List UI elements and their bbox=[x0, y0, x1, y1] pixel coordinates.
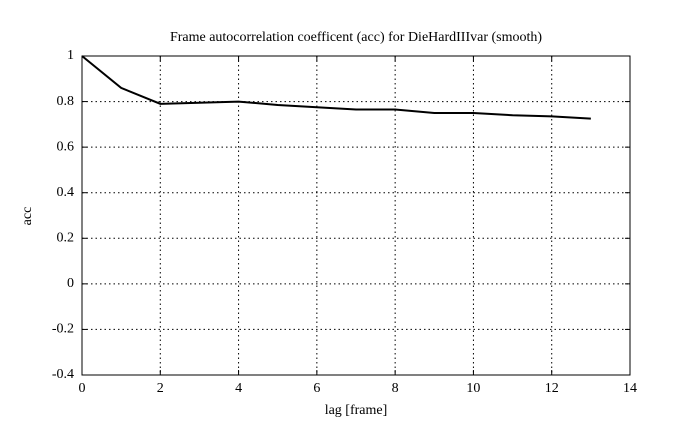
chart-title: Frame autocorrelation coefficent (acc) f… bbox=[170, 30, 542, 45]
y-tick-label: 0.4 bbox=[57, 185, 75, 200]
x-tick-label: 8 bbox=[392, 381, 399, 396]
x-tick-label: 6 bbox=[313, 381, 320, 396]
y-tick-label: -0.2 bbox=[52, 322, 74, 337]
y-tick-label: -0.4 bbox=[52, 367, 74, 382]
y-tick-label: 0.8 bbox=[57, 94, 75, 109]
x-tick-label: 12 bbox=[545, 381, 559, 396]
y-tick-label: 1 bbox=[67, 48, 74, 63]
y-tick-label: 0.6 bbox=[57, 139, 75, 154]
x-tick-label: 0 bbox=[79, 381, 86, 396]
y-tick-label: 0.2 bbox=[57, 231, 75, 246]
plot-frame bbox=[81, 55, 631, 376]
y-tick-label: 0 bbox=[67, 276, 74, 291]
x-axis-label: lag [frame] bbox=[325, 403, 388, 418]
x-tick-label: 10 bbox=[466, 381, 480, 396]
x-tick-label: 4 bbox=[235, 381, 242, 396]
x-tick-label: 14 bbox=[623, 381, 637, 396]
y-axis-label: acc bbox=[20, 207, 35, 226]
data-line bbox=[81, 55, 591, 120]
x-tick-label: 2 bbox=[157, 381, 164, 396]
